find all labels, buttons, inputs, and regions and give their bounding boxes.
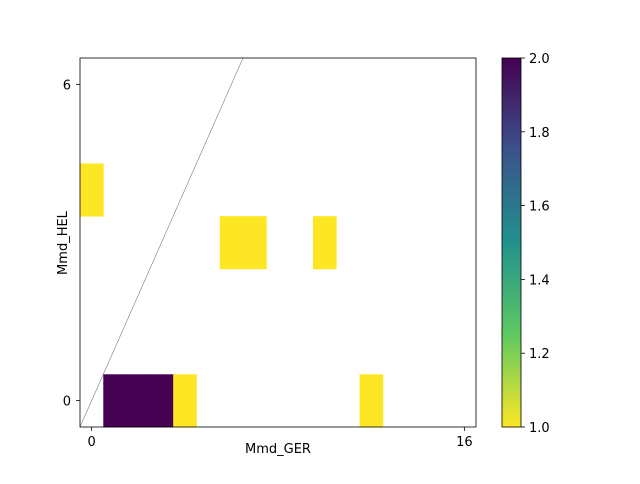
heatmap-cell	[359, 374, 384, 428]
y-axis-ticks: 06	[63, 78, 80, 410]
y-axis-label: Mmd_HEL	[56, 210, 71, 275]
x-axis-ticks: 0 16	[88, 427, 473, 450]
x-tick-label: 16	[456, 435, 473, 450]
heatmap-cell	[149, 374, 174, 428]
y-tick-label: 6	[63, 78, 71, 93]
colorbar-tick-label: 1.4	[529, 273, 550, 288]
y-tick-label: 0	[63, 395, 71, 410]
heatmap-cell	[173, 374, 197, 428]
colorbar-tick-label: 2.0	[529, 52, 550, 67]
colorbar-tick-label: 1.6	[529, 200, 550, 215]
heatmap-cell	[312, 216, 337, 270]
heatmap-cell	[103, 374, 127, 428]
x-axis-label: Mmd_GER	[245, 442, 311, 457]
heatmap-cell	[126, 374, 151, 428]
colorbar-tick-label: 1.2	[529, 347, 550, 362]
heatmap-cell	[219, 216, 244, 270]
x-tick-label: 0	[88, 435, 96, 450]
heatmap-cells	[80, 163, 384, 428]
heatmap-cell	[80, 163, 104, 217]
colorbar-ticks: 1.0 1.2 1.4 1.6 1.8 2.0	[521, 52, 550, 436]
colorbar-tick-label: 1.0	[529, 421, 550, 436]
heatmap-cell	[243, 216, 267, 270]
diagonal-reference-line	[80, 58, 244, 427]
plot-frame	[79, 57, 477, 428]
colorbar	[501, 57, 522, 428]
colorbar-tick-label: 1.8	[529, 126, 550, 141]
